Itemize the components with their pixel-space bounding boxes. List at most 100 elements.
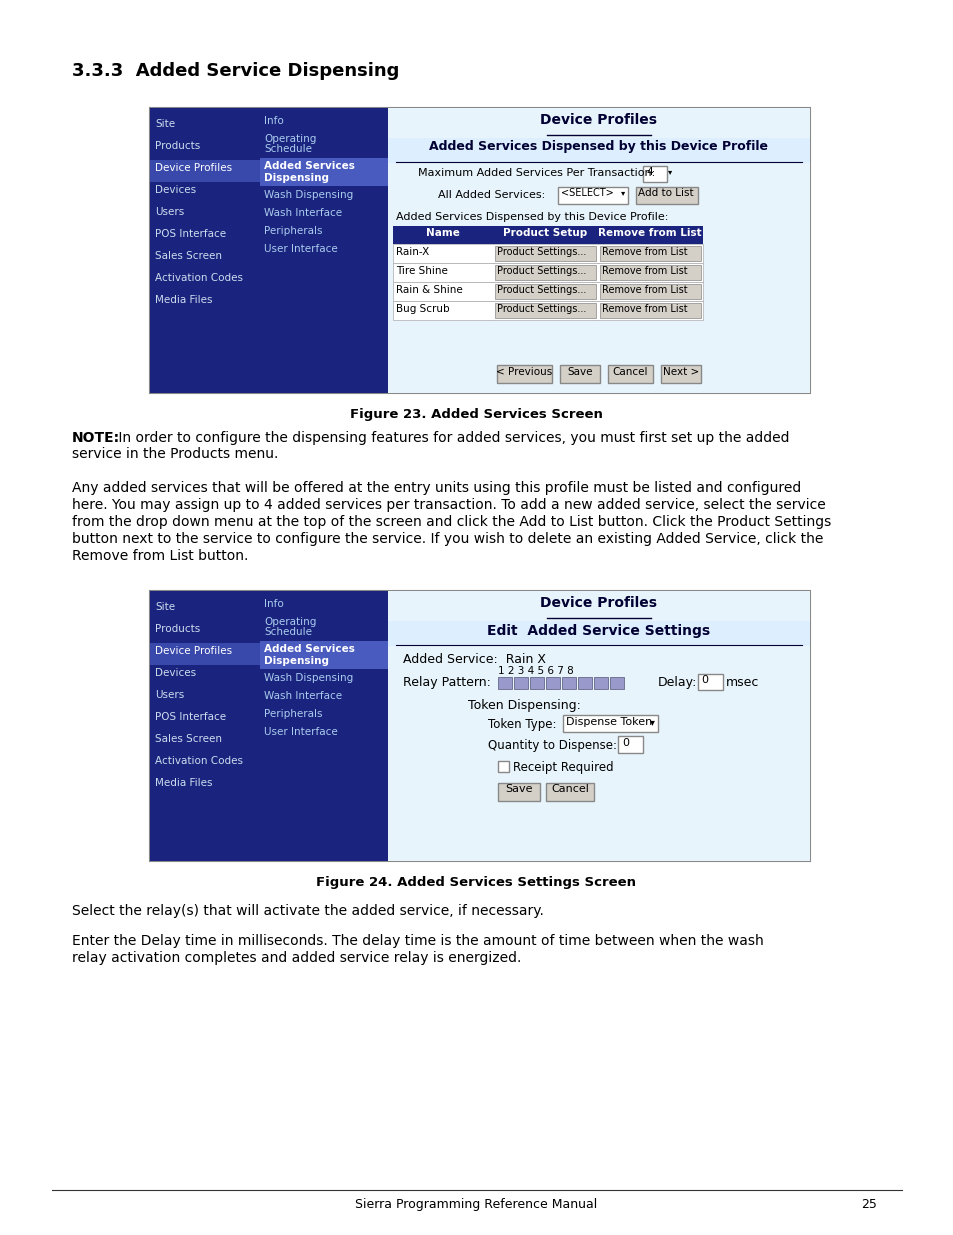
Text: Site: Site	[154, 119, 175, 128]
Text: Remove from List button.: Remove from List button.	[71, 550, 248, 563]
Bar	[607, 366, 652, 383]
Bar	[393, 301, 702, 320]
Bar	[260, 592, 388, 861]
Text: here. You may assign up to 4 added services per transaction. To add a new added : here. You may assign up to 4 added servi…	[71, 498, 825, 513]
Text: Bug Scrub: Bug Scrub	[395, 304, 449, 314]
Text: Users: Users	[154, 690, 184, 700]
Text: ▾: ▾	[667, 167, 672, 177]
Text: Add to List: Add to List	[638, 188, 693, 198]
Bar	[609, 677, 623, 689]
Bar	[150, 107, 260, 393]
Text: Operating: Operating	[264, 618, 316, 627]
Bar	[150, 592, 260, 861]
Text: msec: msec	[725, 676, 759, 689]
Text: Product Settings...: Product Settings...	[497, 304, 586, 314]
Text: Wash Dispensing: Wash Dispensing	[264, 190, 353, 200]
Text: 25: 25	[861, 1198, 876, 1212]
Text: Added Service:  Rain X: Added Service: Rain X	[402, 653, 545, 666]
Text: Products: Products	[154, 624, 200, 634]
Bar	[545, 783, 594, 802]
Text: < Previous: < Previous	[496, 367, 552, 377]
Text: User Interface: User Interface	[264, 245, 337, 254]
Text: Any added services that will be offered at the entry units using this profile mu: Any added services that will be offered …	[71, 480, 801, 495]
Bar	[260, 641, 388, 669]
Bar	[642, 165, 666, 182]
Text: Schedule: Schedule	[264, 144, 312, 154]
Bar	[618, 736, 642, 753]
Text: Product Settings...: Product Settings...	[497, 285, 586, 295]
Bar	[497, 761, 509, 772]
Text: Added Services Dispensed by this Device Profile: Added Services Dispensed by this Device …	[429, 140, 768, 153]
Text: Save: Save	[567, 367, 592, 377]
Text: Edit  Added Service Settings: Edit Added Service Settings	[487, 624, 710, 638]
Text: Schedule: Schedule	[264, 627, 312, 637]
Text: Token Type:: Token Type:	[488, 718, 556, 731]
Text: Products: Products	[154, 141, 200, 151]
Text: 4: 4	[645, 167, 652, 177]
Text: service in the Products menu.: service in the Products menu.	[71, 447, 278, 461]
Text: Dispensing: Dispensing	[264, 656, 329, 666]
Text: Remove from List: Remove from List	[598, 228, 701, 238]
Text: Remove from List: Remove from List	[601, 304, 687, 314]
Text: Added Services: Added Services	[264, 161, 355, 170]
Text: ▾: ▾	[620, 188, 624, 198]
Text: Remove from List: Remove from List	[601, 285, 687, 295]
Text: Dispensing: Dispensing	[264, 173, 329, 183]
Bar	[558, 186, 627, 204]
Bar	[561, 677, 576, 689]
Text: Sales Screen: Sales Screen	[154, 251, 222, 261]
Text: Next >: Next >	[662, 367, 699, 377]
Text: Wash Interface: Wash Interface	[264, 692, 342, 701]
Bar	[497, 366, 552, 383]
Text: Device Profiles: Device Profiles	[540, 112, 657, 127]
Text: User Interface: User Interface	[264, 727, 337, 737]
Bar	[495, 284, 596, 299]
Bar	[388, 138, 809, 163]
Text: 0: 0	[621, 739, 628, 748]
Text: Product Setup: Product Setup	[502, 228, 586, 238]
Text: Receipt Required: Receipt Required	[513, 761, 613, 774]
Text: Rain & Shine: Rain & Shine	[395, 285, 462, 295]
Text: Info: Info	[264, 116, 283, 126]
Bar	[393, 226, 702, 245]
Text: Media Files: Media Files	[154, 295, 213, 305]
Text: Site: Site	[154, 601, 175, 613]
Text: Token Dispensing:: Token Dispensing:	[468, 699, 580, 713]
Bar	[698, 674, 722, 690]
Text: POS Interface: POS Interface	[154, 228, 226, 240]
Text: Peripherals: Peripherals	[264, 709, 322, 719]
Text: Peripherals: Peripherals	[264, 226, 322, 236]
Text: 1 2 3 4 5 6 7 8: 1 2 3 4 5 6 7 8	[497, 666, 573, 676]
Bar	[388, 592, 809, 621]
Bar	[393, 282, 702, 301]
Text: Device Profiles: Device Profiles	[154, 163, 232, 173]
Text: Device Profiles: Device Profiles	[540, 597, 657, 610]
Text: Media Files: Media Files	[154, 778, 213, 788]
Bar	[393, 263, 702, 282]
Text: ▾: ▾	[649, 718, 654, 727]
Text: Wash Dispensing: Wash Dispensing	[264, 673, 353, 683]
Bar	[150, 643, 260, 664]
Bar	[388, 107, 809, 138]
Text: Product Settings...: Product Settings...	[497, 266, 586, 275]
Bar	[260, 158, 388, 186]
Bar	[545, 677, 559, 689]
Text: Dispense Token: Dispense Token	[565, 718, 652, 727]
Text: Activation Codes: Activation Codes	[154, 756, 243, 766]
Bar	[599, 284, 700, 299]
Text: 3.3.3  Added Service Dispensing: 3.3.3 Added Service Dispensing	[71, 62, 399, 80]
Text: Devices: Devices	[154, 185, 196, 195]
Bar	[495, 246, 596, 261]
Text: Cancel: Cancel	[551, 784, 588, 794]
Text: POS Interface: POS Interface	[154, 713, 226, 722]
Text: Cancel: Cancel	[612, 367, 647, 377]
Text: Activation Codes: Activation Codes	[154, 273, 243, 283]
Text: NOTE:: NOTE:	[71, 431, 120, 445]
Bar	[497, 677, 512, 689]
Bar	[636, 186, 698, 204]
Text: Remove from List: Remove from List	[601, 247, 687, 257]
Bar	[530, 677, 543, 689]
Bar	[660, 366, 700, 383]
Text: Wash Interface: Wash Interface	[264, 207, 342, 219]
Text: Info: Info	[264, 599, 283, 609]
